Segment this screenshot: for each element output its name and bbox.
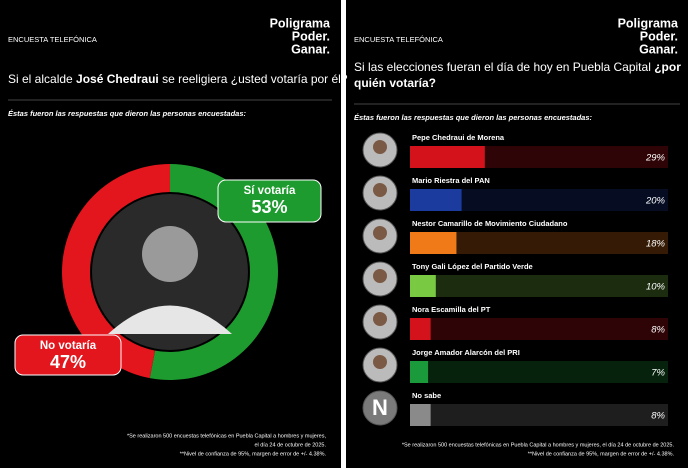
bar	[410, 232, 457, 254]
bar	[410, 275, 436, 297]
legend-label: No votaría	[40, 340, 97, 352]
avatar-head	[373, 312, 387, 326]
title-part: José Chedraui	[76, 72, 159, 86]
value-label: 47%	[50, 352, 86, 372]
footnote: *Se realizaron 500 encuestas telefónicas…	[402, 442, 675, 448]
avatar-head	[373, 355, 387, 369]
subtitle: Éstas fueron las respuestas que dieron l…	[8, 109, 247, 118]
brand: Poligrama	[618, 16, 679, 30]
header: ENCUESTA TELEFÓNICA	[354, 35, 443, 44]
title-part: Si el alcalde	[8, 72, 76, 86]
bar-track	[410, 404, 668, 426]
brand: Poder.	[292, 29, 330, 43]
title: quién votaría?	[354, 76, 436, 90]
bar	[410, 146, 485, 168]
bar-track	[410, 232, 668, 254]
bar	[410, 361, 429, 383]
footnote: *Se realizaron 500 encuestas telefónicas…	[127, 433, 327, 439]
category-label: Mario Riestra del PAN	[412, 176, 490, 185]
category-label: Jorge Amador Alarcón del PRI	[412, 348, 520, 357]
title: Si el alcalde José Chedraui se reeligier…	[8, 72, 348, 86]
footnote: el día 24 de octubre de 2025.	[254, 442, 326, 448]
avatar-head	[373, 183, 387, 197]
category-label: No sabe	[412, 391, 441, 400]
category-label: Nestor Camarillo de Movimiento Ciudadano	[412, 219, 568, 228]
category-label: Nora Escamilla del PT	[412, 305, 491, 314]
value-label: 8%	[651, 411, 665, 422]
header: ENCUESTA TELEFÓNICA	[8, 35, 97, 44]
title-part: Si las elecciones fueran el día de hoy e…	[354, 60, 654, 74]
bar-track	[410, 189, 668, 211]
value-label: 53%	[251, 197, 287, 217]
brand: Poder.	[640, 29, 678, 43]
avatar-letter: N	[372, 395, 388, 420]
portrait-body	[108, 305, 232, 334]
avatar	[362, 390, 398, 426]
avatar-head	[373, 226, 387, 240]
value-label: 18%	[646, 239, 666, 250]
label-box	[217, 179, 322, 223]
brand: Ganar.	[639, 42, 678, 56]
right-panel	[346, 0, 688, 468]
title: Si las elecciones fueran el día de hoy e…	[354, 60, 681, 74]
legend-label: Sí votaría	[244, 185, 296, 197]
footnote: **Nivel de confianza de 95%, margen de e…	[180, 451, 327, 457]
title-part: ¿por	[654, 60, 681, 74]
label-box	[14, 334, 122, 376]
avatar-head	[373, 269, 387, 283]
brand: Poligrama	[270, 16, 331, 30]
value-label: 10%	[646, 282, 666, 293]
title-part: se reeligiera ¿usted votaría por él?	[159, 72, 348, 86]
value-label: 8%	[651, 325, 665, 336]
bar-track	[410, 275, 668, 297]
title-part: quién votaría?	[354, 76, 436, 90]
avatar-head	[373, 140, 387, 154]
value-label: 29%	[645, 153, 666, 164]
category-label: Tony Gali López del Partido Verde	[412, 262, 533, 271]
value-label: 20%	[645, 196, 666, 207]
subtitle: Éstas fueron las respuestas que dieron l…	[354, 113, 593, 122]
category-label: Pepe Chedraui de Morena	[412, 133, 505, 142]
bar	[410, 318, 431, 340]
donut-segment	[61, 164, 171, 379]
bar-track	[410, 361, 668, 383]
footnote: **Nivel de confianza de 95%, margen de e…	[528, 451, 675, 457]
portrait-head	[142, 226, 198, 282]
value-label: 7%	[651, 368, 665, 379]
bar-track	[410, 318, 668, 340]
bar	[410, 404, 431, 426]
brand: Ganar.	[291, 42, 330, 56]
bar	[410, 189, 462, 211]
